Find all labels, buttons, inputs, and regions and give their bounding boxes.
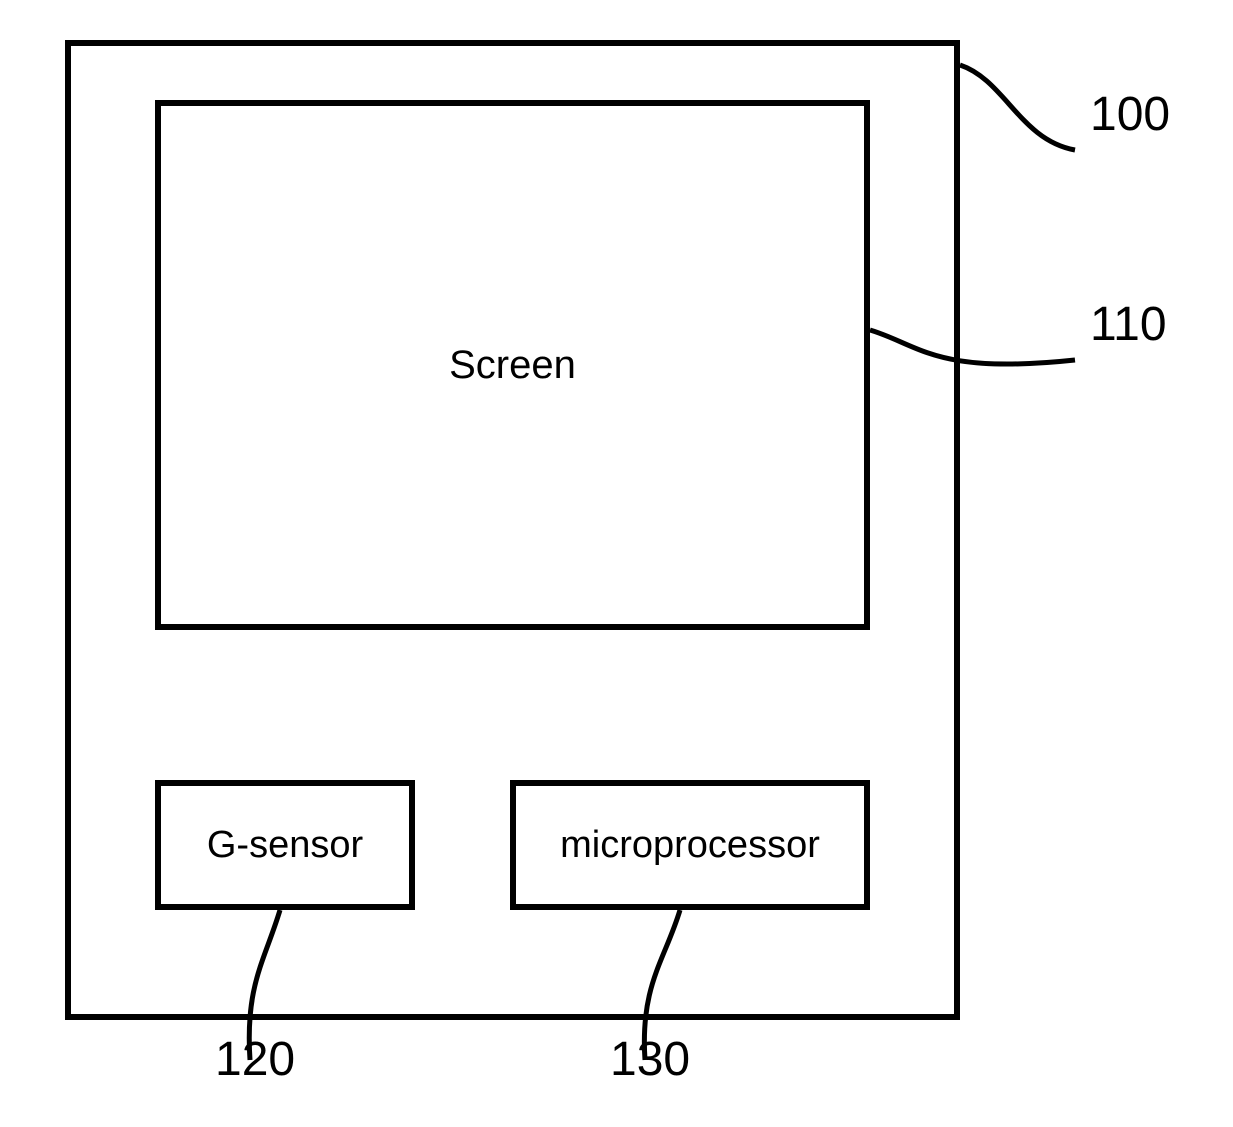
screen-label: Screen [449, 343, 576, 388]
diagram-canvas: Screen G-sensor microprocessor 100 110 1… [0, 0, 1233, 1127]
ref-label-110: 110 [1090, 297, 1167, 352]
microprocessor-box: microprocessor [510, 780, 870, 910]
leader-100 [960, 65, 1075, 150]
ref-label-100: 100 [1090, 87, 1170, 142]
ref-label-130: 130 [610, 1032, 690, 1087]
ref-label-120: 120 [215, 1032, 295, 1087]
gsensor-box: G-sensor [155, 780, 415, 910]
microprocessor-label: microprocessor [560, 824, 820, 867]
screen-box: Screen [155, 100, 870, 630]
gsensor-label: G-sensor [207, 824, 363, 867]
